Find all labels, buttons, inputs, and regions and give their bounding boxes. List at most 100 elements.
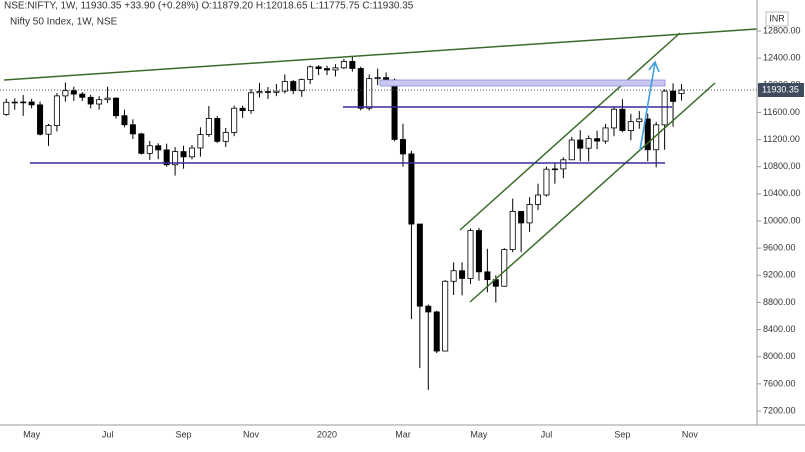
candle-body <box>366 78 373 109</box>
y-tick-label: 10000.00 <box>763 215 801 225</box>
last-price-tag <box>758 83 804 98</box>
candle-body <box>172 151 179 166</box>
y-tick-label: 11200.00 <box>763 134 800 144</box>
candle-body <box>222 132 229 142</box>
candle-body <box>11 101 18 104</box>
candle-body <box>459 270 466 279</box>
y-tick-label: 9600.00 <box>763 243 796 253</box>
candle-body <box>138 133 145 154</box>
candle-body <box>53 95 60 126</box>
candle-body <box>121 115 128 126</box>
candle-body <box>264 91 271 93</box>
y-tick-label: 10800.00 <box>763 161 801 171</box>
candle-body <box>568 139 575 161</box>
candle-body <box>79 93 86 98</box>
candle-body <box>636 118 643 123</box>
candle-body <box>290 81 297 92</box>
candle-body <box>248 92 255 112</box>
candle-body <box>585 138 592 149</box>
currency-label: INR <box>769 13 785 23</box>
candle-body <box>383 77 390 81</box>
header-title: NSE:NIFTY, 1W, 11930.35 +33.90 (+0.28%) … <box>4 1 414 12</box>
x-tick-label: Sep <box>176 429 192 439</box>
y-tick-label: 7600.00 <box>763 378 796 388</box>
candle-body <box>87 96 94 105</box>
candle-body <box>627 121 634 131</box>
candle-body <box>661 90 668 126</box>
candle-body <box>399 139 406 155</box>
candle-body <box>678 89 685 94</box>
header-subtitle: Nifty 50 Index, 1W, NSE <box>10 17 118 28</box>
candle-body <box>163 149 170 166</box>
candle-body <box>610 108 617 129</box>
x-tick-label: Jul <box>541 429 553 439</box>
candle-body <box>205 118 212 135</box>
candle-body <box>155 145 162 151</box>
candle-body <box>298 79 305 92</box>
candle-body <box>433 311 440 352</box>
candle-body <box>425 305 432 313</box>
candle-body <box>28 101 35 106</box>
candle-body <box>602 127 609 142</box>
candle-body <box>188 147 195 158</box>
y-tick-label: 9200.00 <box>763 270 796 280</box>
candle-body <box>509 210 516 250</box>
candle-body <box>484 271 491 281</box>
candle-body <box>307 66 314 80</box>
candle-body <box>526 204 533 224</box>
candle-body <box>374 77 381 80</box>
candle-body <box>239 107 246 112</box>
candle-body <box>357 68 364 109</box>
x-tick-label: Nov <box>243 429 260 439</box>
trend-line <box>3 28 758 81</box>
candle-body <box>180 151 187 158</box>
candle-body <box>467 230 474 279</box>
candle-body <box>3 101 10 115</box>
resistance-zone <box>379 79 666 87</box>
x-tick-label: 2020 <box>317 429 337 439</box>
last-price-label: 11930.35 <box>762 84 799 94</box>
candle-body <box>391 79 398 140</box>
x-tick-label: Mar <box>395 429 411 439</box>
candle-body <box>197 134 204 149</box>
candle-body <box>543 168 550 196</box>
plot-area <box>3 56 685 390</box>
candle-body <box>96 99 103 105</box>
y-tick-label: 7200.00 <box>763 405 796 415</box>
y-tick-label: 12800.00 <box>763 25 801 35</box>
candle-body <box>349 61 356 69</box>
candle-body <box>281 81 288 92</box>
candle-body <box>104 97 111 101</box>
candle-body <box>129 124 136 135</box>
candle-body <box>45 125 52 135</box>
candle-body <box>450 270 457 282</box>
y-tick-label: 8800.00 <box>763 297 796 307</box>
currency-box <box>765 11 789 27</box>
candle-body <box>62 90 69 97</box>
candle-body <box>442 280 449 352</box>
candle-body <box>113 97 120 117</box>
channel-lower <box>469 82 716 303</box>
x-tick-label: Jul <box>102 429 114 439</box>
y-tick-label: 8400.00 <box>763 324 796 334</box>
candle-body <box>551 168 558 171</box>
candle-body <box>560 159 567 170</box>
candle-body <box>315 66 322 70</box>
candle-body <box>146 145 153 154</box>
candle-body <box>340 61 347 69</box>
candle-body <box>273 90 280 93</box>
channel-upper <box>459 32 681 231</box>
candle-body <box>670 90 677 102</box>
candle-body <box>594 138 601 142</box>
candle-body <box>416 223 423 307</box>
candle-body <box>475 230 482 273</box>
candle-body <box>20 101 27 104</box>
candle-body <box>644 118 651 151</box>
candle-body <box>619 108 626 131</box>
candle-body <box>577 139 584 149</box>
candle-body <box>256 91 263 94</box>
candle-body <box>214 118 221 142</box>
y-tick-label: 12400.00 <box>763 53 801 63</box>
